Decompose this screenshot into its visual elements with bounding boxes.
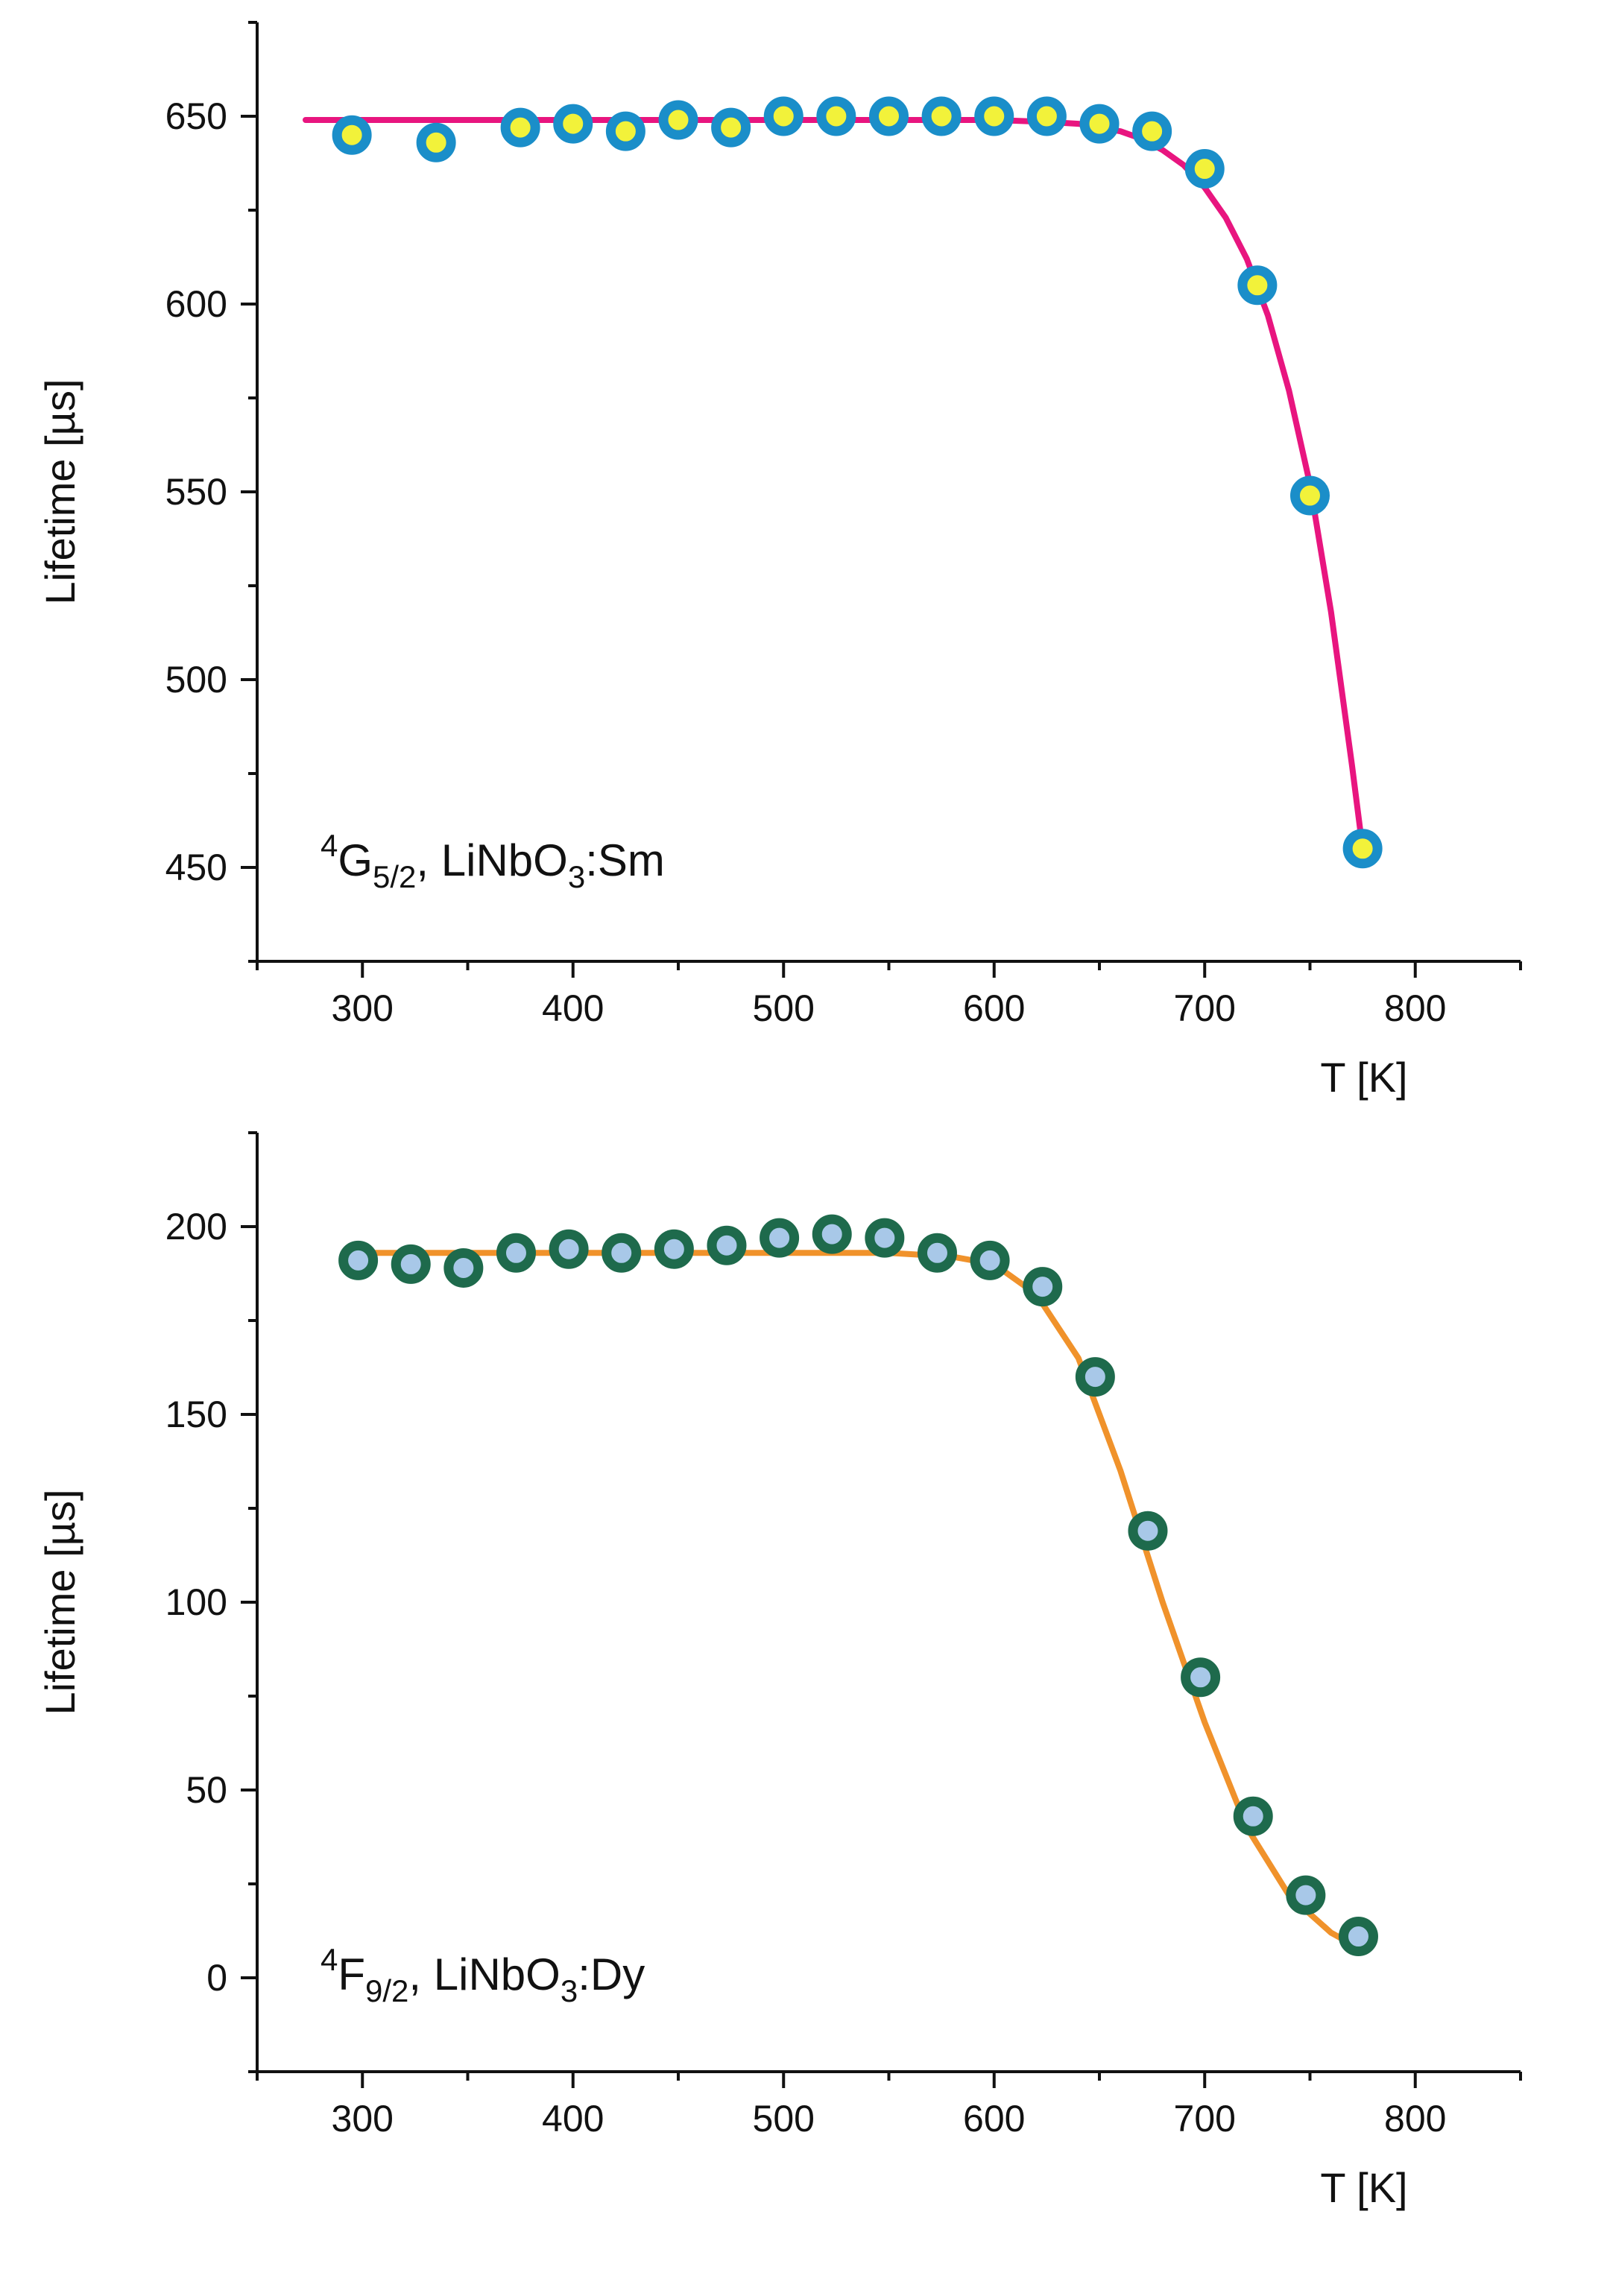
annotation-dopant: :Dy bbox=[578, 1949, 645, 1999]
data-point bbox=[443, 1247, 484, 1288]
annotation-host-subscript: 3 bbox=[561, 1973, 578, 2008]
data-point bbox=[812, 1214, 852, 1254]
data-point bbox=[869, 96, 909, 136]
y-tick-label: 200 bbox=[165, 1206, 227, 1247]
annotation-subscript: 9/2 bbox=[365, 1973, 408, 2008]
x-axis-title: T [K] bbox=[1320, 1054, 1407, 1101]
x-tick-label: 500 bbox=[753, 2098, 815, 2140]
data-point bbox=[763, 96, 804, 136]
data-point bbox=[500, 107, 540, 148]
data-point bbox=[1128, 1511, 1168, 1551]
data-point bbox=[416, 122, 456, 162]
data-point bbox=[1075, 1357, 1115, 1397]
data-point bbox=[711, 107, 751, 148]
x-tick-label: 300 bbox=[332, 987, 394, 1029]
data-point bbox=[602, 1233, 642, 1273]
data-point bbox=[1290, 475, 1330, 516]
annotation-host: , LiNbO bbox=[408, 1949, 560, 1999]
data-point bbox=[760, 1218, 800, 1258]
y-tick-label: 650 bbox=[165, 95, 227, 137]
annotation-subscript: 5/2 bbox=[373, 859, 416, 894]
data-point bbox=[338, 1240, 379, 1280]
x-tick-label: 500 bbox=[753, 987, 815, 1029]
x-tick-label: 700 bbox=[1174, 2098, 1236, 2140]
data-point bbox=[816, 96, 856, 136]
y-tick-label: 600 bbox=[165, 283, 227, 325]
data-point bbox=[1184, 149, 1225, 189]
data-point bbox=[553, 104, 593, 144]
data-point bbox=[654, 1229, 694, 1269]
y-tick-label: 500 bbox=[165, 659, 227, 700]
panel-annotation: 4F9/2, LiNbO3:Dy bbox=[321, 1942, 645, 2008]
chart-panel-1: 300 400 500 600 700 800 450 500 550 600 650 T [K] Li… bbox=[37, 21, 1522, 1101]
data-point bbox=[1338, 1917, 1378, 1957]
x-tick-label: 600 bbox=[963, 987, 1025, 1029]
annotation-host: , LiNbO bbox=[416, 835, 567, 885]
data-point bbox=[391, 1244, 431, 1284]
x-tick-label: 600 bbox=[963, 2098, 1025, 2140]
x-tick-label: 300 bbox=[332, 2098, 394, 2140]
data-point bbox=[1079, 104, 1120, 144]
y-tick-label: 100 bbox=[165, 1581, 227, 1623]
x-tick-label: 700 bbox=[1174, 987, 1236, 1029]
data-point bbox=[974, 96, 1014, 136]
y-tick-label: 50 bbox=[186, 1769, 227, 1811]
annotation-superscript: 4 bbox=[321, 1942, 338, 1977]
data-point bbox=[970, 1240, 1010, 1280]
annotation-dopant: :Sm bbox=[585, 835, 665, 885]
data-point bbox=[1181, 1657, 1221, 1698]
fit-curve bbox=[303, 117, 1366, 852]
annotation-superscript: 4 bbox=[321, 828, 338, 863]
data-point bbox=[917, 1233, 957, 1273]
data-point bbox=[658, 100, 698, 140]
fit-curve bbox=[355, 1250, 1362, 1951]
y-tick-label: 150 bbox=[165, 1394, 227, 1435]
data-point bbox=[1132, 111, 1172, 151]
y-axis-title: Lifetime [µs] bbox=[37, 1489, 83, 1715]
x-tick-label: 400 bbox=[542, 2098, 604, 2140]
data-point bbox=[1026, 96, 1067, 136]
data-point bbox=[1233, 1796, 1273, 1836]
data-point bbox=[496, 1233, 536, 1273]
data-point bbox=[549, 1229, 589, 1269]
data-point bbox=[1342, 829, 1383, 869]
data-point bbox=[332, 115, 372, 155]
x-tick-label: 800 bbox=[1384, 987, 1446, 1029]
annotation-term: F bbox=[338, 1949, 365, 1999]
x-axis-title: T [K] bbox=[1320, 2164, 1407, 2211]
y-tick-label: 450 bbox=[165, 847, 227, 888]
y-axis-title: Lifetime [µs] bbox=[37, 379, 83, 604]
chart-panel-2: 300 400 500 600 700 800 0 50 100 150 200 T [K] Lifet… bbox=[37, 1131, 1522, 2211]
x-tick-label: 800 bbox=[1384, 2098, 1446, 2140]
data-point bbox=[921, 96, 962, 136]
annotation-term: G bbox=[338, 835, 373, 885]
y-tick-label: 550 bbox=[165, 471, 227, 513]
data-point bbox=[1237, 265, 1278, 306]
annotation-host-subscript: 3 bbox=[568, 859, 585, 894]
data-point bbox=[605, 111, 645, 151]
data-point bbox=[1023, 1267, 1063, 1307]
y-tick-label: 0 bbox=[206, 1957, 227, 1999]
data-point bbox=[1286, 1875, 1326, 1915]
data-point bbox=[865, 1218, 905, 1258]
x-tick-label: 400 bbox=[542, 987, 604, 1029]
data-point bbox=[707, 1225, 747, 1265]
panel-annotation: 4G5/2, LiNbO3:Sm bbox=[321, 828, 665, 894]
